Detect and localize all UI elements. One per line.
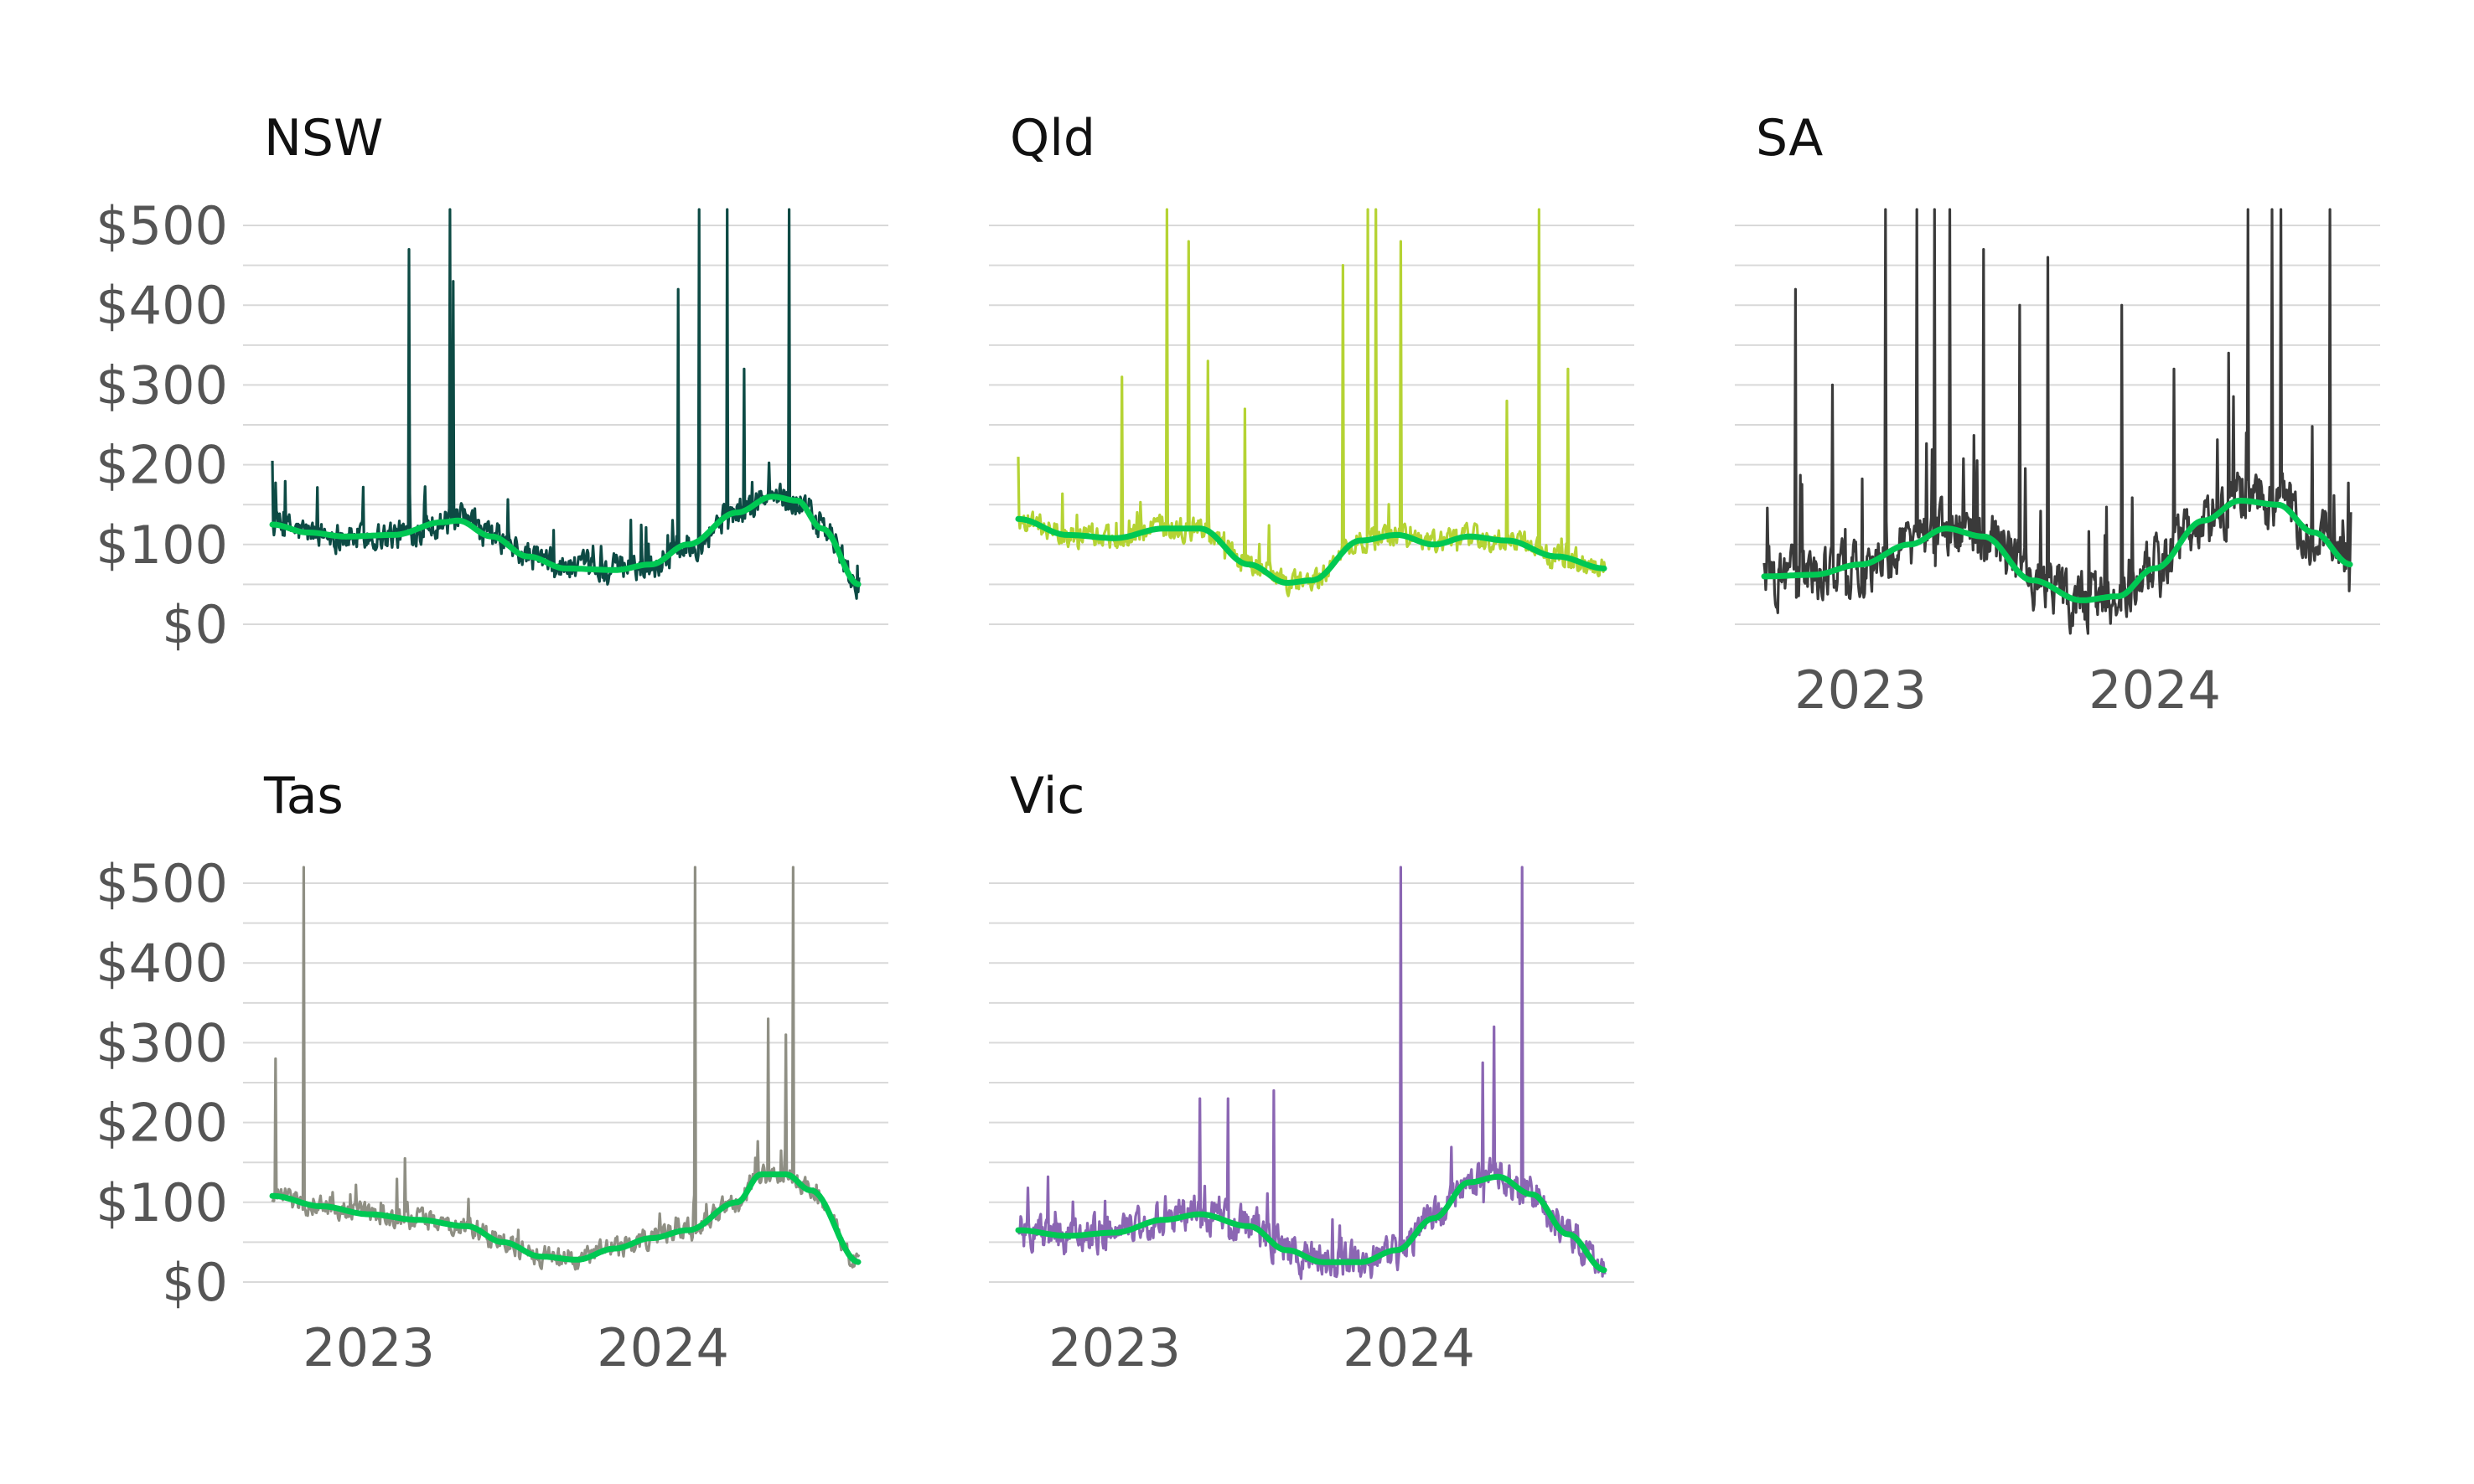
- y-tick-label: $0: [162, 594, 228, 655]
- y-tick-label: $200: [96, 435, 228, 496]
- trend-line-vic: [1015, 1173, 1607, 1274]
- trend-line-tas: [269, 1171, 862, 1265]
- y-tick-label: $400: [96, 933, 228, 994]
- panel-title: Tas: [263, 767, 344, 825]
- y-tick-label: $500: [96, 195, 228, 256]
- y-tick-label: $100: [96, 514, 228, 576]
- series-line-qld: [1017, 208, 1607, 597]
- panel-sa: SA 2023 2024: [1735, 109, 2380, 721]
- series-line-nsw: [271, 208, 861, 600]
- y-tick-label: $100: [96, 1172, 228, 1233]
- panel-title: SA: [1756, 109, 1823, 168]
- panel-title: NSW: [264, 109, 383, 168]
- panel-vic: Vic 2023 2024: [989, 767, 1634, 1378]
- series-line-sa: [1762, 208, 2352, 635]
- x-tick-label: 2024: [2088, 659, 2221, 721]
- panel-title: Vic: [1010, 767, 1084, 825]
- y-tick-label: $300: [96, 1012, 228, 1073]
- y-tick-label: $0: [162, 1252, 228, 1313]
- panel-nsw: NSW $0 $100 $200 $300 $400 $500: [96, 109, 888, 655]
- x-tick-label: 2024: [1343, 1317, 1475, 1378]
- series-line-tas: [271, 866, 861, 1271]
- panel-title: Qld: [1010, 109, 1095, 168]
- y-tick-label: $200: [96, 1093, 228, 1154]
- trend-line-sa: [1761, 498, 2353, 603]
- series-line-vic: [1017, 866, 1607, 1280]
- y-tick-label: $400: [96, 275, 228, 336]
- x-tick-label: 2023: [1048, 1317, 1181, 1378]
- trend-line-qld: [1015, 515, 1607, 586]
- y-tick-label: $300: [96, 354, 228, 416]
- x-tick-label: 2024: [597, 1317, 729, 1378]
- x-tick-label: 2023: [1794, 659, 1927, 721]
- y-tick-label: $500: [96, 853, 228, 914]
- panel-qld: Qld: [989, 109, 1634, 625]
- panel-tas: Tas $0 $100 $200 $300 $400 $500 2023 2024: [96, 767, 888, 1378]
- trend-line-nsw: [269, 494, 862, 587]
- x-tick-label: 2023: [303, 1317, 435, 1378]
